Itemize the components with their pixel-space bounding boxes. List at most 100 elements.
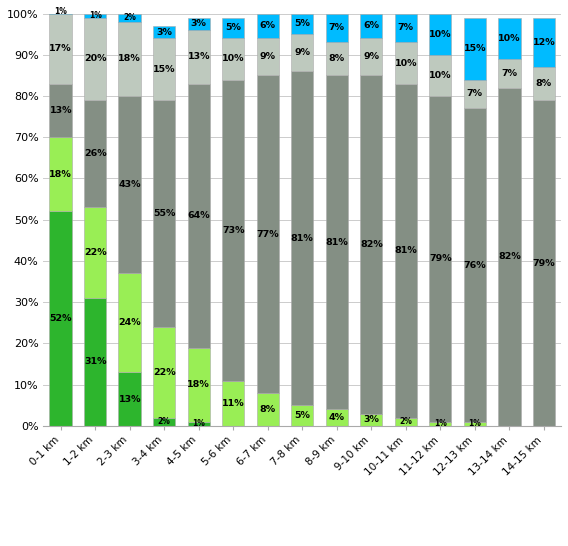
Bar: [360, 14, 382, 38]
Text: 13%: 13%: [187, 52, 210, 61]
Bar: [49, 84, 72, 137]
Bar: [429, 14, 452, 55]
Bar: [257, 38, 279, 75]
Text: 3%: 3%: [364, 415, 379, 424]
Text: 9%: 9%: [294, 48, 310, 57]
Bar: [119, 22, 141, 96]
Text: 52%: 52%: [49, 314, 72, 323]
Bar: [533, 100, 555, 426]
Bar: [84, 100, 106, 207]
Text: 2%: 2%: [399, 417, 412, 426]
Bar: [533, 17, 555, 67]
Bar: [49, 14, 72, 84]
Bar: [325, 14, 348, 43]
Text: 7%: 7%: [467, 90, 483, 98]
Bar: [360, 75, 382, 413]
Bar: [119, 96, 141, 274]
Text: 43%: 43%: [119, 180, 141, 189]
Bar: [84, 17, 106, 100]
Bar: [222, 381, 244, 426]
Text: 4%: 4%: [329, 413, 345, 422]
Bar: [463, 109, 486, 422]
Text: 9%: 9%: [364, 52, 379, 61]
Bar: [463, 17, 486, 80]
Text: 8%: 8%: [260, 405, 276, 414]
Bar: [395, 43, 417, 84]
Bar: [395, 418, 417, 426]
Text: 55%: 55%: [153, 209, 176, 218]
Text: 7%: 7%: [398, 23, 414, 32]
Text: 82%: 82%: [498, 252, 521, 262]
Bar: [153, 418, 176, 426]
Bar: [395, 14, 417, 43]
Text: 2%: 2%: [123, 13, 136, 22]
Bar: [429, 55, 452, 96]
Text: 15%: 15%: [153, 65, 176, 74]
Bar: [257, 393, 279, 426]
Text: 5%: 5%: [225, 23, 241, 32]
Bar: [325, 410, 348, 426]
Text: 20%: 20%: [84, 55, 106, 63]
Bar: [119, 14, 141, 22]
Bar: [187, 30, 210, 84]
Text: 13%: 13%: [49, 106, 72, 115]
Text: 73%: 73%: [222, 225, 244, 235]
Text: 10%: 10%: [222, 55, 244, 63]
Text: 82%: 82%: [360, 240, 383, 249]
Bar: [49, 211, 72, 426]
Text: 11%: 11%: [222, 399, 245, 408]
Text: 77%: 77%: [256, 230, 279, 239]
Bar: [119, 372, 141, 426]
Bar: [84, 207, 106, 298]
Text: 2%: 2%: [158, 417, 170, 426]
Bar: [360, 38, 382, 75]
Bar: [395, 84, 417, 418]
Bar: [360, 413, 382, 426]
Text: 18%: 18%: [49, 170, 72, 179]
Text: 79%: 79%: [532, 258, 555, 268]
Bar: [291, 72, 314, 405]
Text: 81%: 81%: [291, 234, 314, 243]
Bar: [325, 75, 348, 410]
Bar: [498, 59, 520, 88]
Text: 3%: 3%: [191, 19, 207, 28]
Text: 6%: 6%: [260, 21, 275, 31]
Text: 6%: 6%: [364, 21, 379, 31]
Text: 81%: 81%: [394, 246, 417, 255]
Bar: [291, 34, 314, 72]
Text: 7%: 7%: [329, 23, 345, 32]
Text: 18%: 18%: [187, 380, 210, 389]
Bar: [498, 88, 520, 426]
Bar: [119, 274, 141, 372]
Text: 12%: 12%: [532, 38, 555, 47]
Text: 24%: 24%: [118, 318, 141, 327]
Text: 1%: 1%: [55, 7, 67, 16]
Bar: [187, 348, 210, 422]
Text: 22%: 22%: [153, 368, 176, 377]
Text: 10%: 10%: [429, 29, 452, 39]
Bar: [533, 67, 555, 100]
Bar: [429, 422, 452, 426]
Bar: [84, 298, 106, 426]
Text: 10%: 10%: [429, 71, 452, 80]
Bar: [463, 80, 486, 109]
Bar: [84, 14, 106, 17]
Text: 3%: 3%: [156, 28, 172, 37]
Bar: [153, 100, 176, 327]
Text: 1%: 1%: [469, 419, 481, 428]
Bar: [257, 75, 279, 393]
Text: 1%: 1%: [434, 419, 446, 428]
Bar: [187, 422, 210, 426]
Text: 76%: 76%: [463, 260, 486, 270]
Bar: [325, 43, 348, 75]
Text: 1%: 1%: [89, 11, 102, 20]
Text: 79%: 79%: [429, 254, 452, 263]
Bar: [187, 84, 210, 348]
Bar: [153, 38, 176, 100]
Bar: [257, 14, 279, 38]
Bar: [49, 137, 72, 211]
Bar: [222, 38, 244, 80]
Bar: [429, 96, 452, 422]
Text: 8%: 8%: [536, 79, 552, 88]
Text: 22%: 22%: [84, 248, 107, 257]
